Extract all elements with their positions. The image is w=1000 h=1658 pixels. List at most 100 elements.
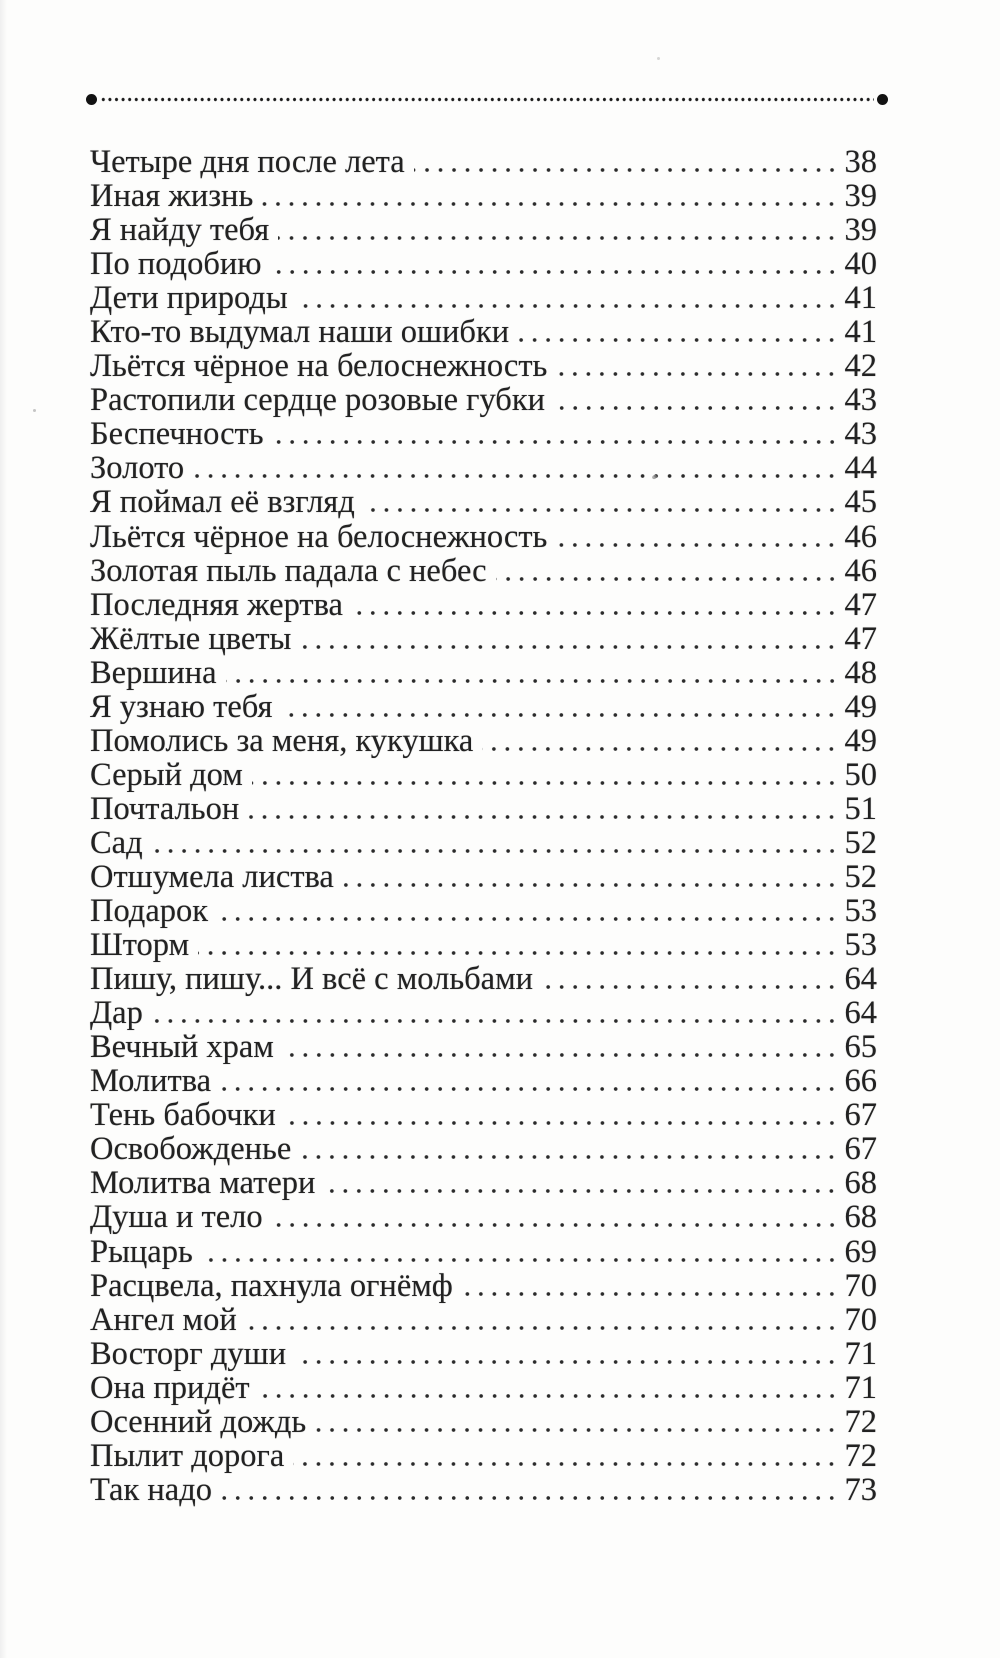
toc-entry-title: Помолись за меня, кукушка [90,722,474,759]
dot-leader [300,644,839,649]
dot-leader [262,202,839,207]
toc-entry: Помолись за меня, кукушка 49 [90,724,877,758]
toc-entry-page-number: 40 [844,246,878,283]
dot-leader [542,985,839,990]
toc-entry-title: Золото [90,450,185,487]
toc-entry-title: Ангел мой [90,1301,237,1338]
dot-leader [278,236,839,241]
toc-entry-page-number: 46 [844,552,878,589]
toc-entry: Растопили сердце розовые губки 43 [90,383,877,417]
toc-entry: Расцвела, пахнула огнёмф 70 [90,1267,878,1304]
dot-leader [482,746,839,751]
toc-entry: Четыре дня после лета 38 [90,145,877,179]
toc-entry-title: Кто-то выдумал наши ошибки [90,314,510,351]
toc-entry-page-number: 53 [844,893,878,930]
toc-entry-title: Осенний дождь [90,1403,307,1440]
toc-entry-title: Молитва [90,1063,212,1100]
toc-entry-page-number: 46 [844,518,878,555]
dot-leader [461,1291,839,1296]
toc-entry-page-number: 39 [844,212,878,249]
toc-entry-title: Восторг души [90,1335,287,1372]
toc-entry-page-number: 50 [844,756,878,793]
dot-leader [413,168,839,172]
dot-leader [270,270,839,275]
toc-entry-page-number: 52 [844,824,878,861]
toc-entry: Я поймал её взгляд 45 [90,485,877,519]
toc-entry-page-number: 39 [844,178,878,215]
dot-leader [251,780,839,785]
toc-entry: Серый дом 50 [90,758,877,792]
toc-entry-page-number: 45 [844,484,878,521]
toc-entry-title: Душа и тело [90,1199,263,1236]
dot-leader [342,882,839,887]
toc-entry-page-number: 48 [844,654,878,691]
dot-leader [225,678,839,683]
dot-leader [556,542,839,547]
table-of-contents: Четыре дня после лета 38 Иная жизнь 39 Я най… [90,145,877,1507]
toc-entry-title: Иная жизнь [90,178,254,215]
toc-entry-page-number: 41 [844,314,878,351]
toc-entry: Последняя жертва 47 [90,588,877,622]
toc-entry-title: Молитва матери [90,1165,316,1202]
dot-leader [293,1461,839,1466]
toc-entry: Рыцарь 69 [90,1233,877,1270]
toc-entry: Молитва матери 68 [90,1166,877,1200]
toc-entry-title: Тень бабочки [90,1097,276,1134]
scan-speck [33,409,36,412]
toc-entry-page-number: 51 [844,790,878,827]
toc-entry: Я найду тебя 39 [90,213,877,247]
toc-entry-title: Сад [90,824,143,861]
toc-entry-page-number: 71 [844,1335,878,1372]
toc-entry-page-number: 68 [844,1165,878,1202]
toc-entry-title: Дети природы [90,280,288,317]
dot-leader [554,406,839,411]
toc-entry-title: По подобию [90,246,262,283]
toc-entry-page-number: 71 [844,1369,878,1406]
toc-entry: Дети природы 41 [90,281,877,315]
toc-entry-page-number: 53 [844,927,878,964]
dot-leader [220,1087,839,1092]
toc-entry-title: Я найду тебя [90,212,270,249]
dot-leader [217,917,839,922]
toc-entry: Льётся чёрное на белоснежность 46 [90,518,878,555]
toc-entry-page-number: 47 [844,586,878,623]
toc-entry-page-number: 66 [844,1063,878,1100]
dot-leader [258,1393,839,1398]
toc-entry-page-number: 44 [844,450,878,487]
toc-entry-title: Почтальон [90,790,240,827]
toc-entry-title: Золотая пыль падала с небес [90,552,487,589]
dot-leader [201,1257,839,1262]
toc-entry-title: Последняя жертва [90,586,343,623]
dot-leader [284,1121,839,1126]
toc-entry: Сад 52 [90,826,877,860]
toc-entry: Подарок 53 [90,894,877,928]
dot-leader [271,1223,839,1228]
dot-leader [245,1325,839,1330]
dot-leader [300,1155,839,1160]
dot-leader [151,848,839,853]
toc-entry: Шторм 53 [90,928,877,962]
toc-entry-title: Четыре дня после лета [90,144,405,180]
dot-leader [248,814,839,819]
toc-entry: Осенний дождь 72 [90,1405,877,1439]
toc-entry-title: Освобожденье [90,1131,292,1168]
toc-entry: Вечный храм 65 [90,1030,877,1064]
scan-speck [657,57,660,60]
dot-leader [324,1189,839,1194]
toc-entry-page-number: 67 [844,1131,878,1168]
toc-entry-title: Льётся чёрное на белоснежность [90,348,548,385]
toc-entry-page-number: 49 [844,722,878,759]
toc-entry-title: Рыцарь [90,1233,193,1270]
toc-entry-page-number: 70 [844,1267,878,1304]
toc-entry-page-number: 72 [844,1403,878,1440]
rule-end-dot-left [86,93,97,105]
dot-leader [351,610,839,615]
dot-leader [295,1359,839,1364]
toc-entry-page-number: 49 [844,688,878,725]
toc-entry-page-number: 64 [844,961,878,998]
toc-entry: Она придёт 71 [90,1371,877,1405]
toc-entry-title: Дар [90,995,143,1032]
toc-entry-page-number: 68 [844,1199,878,1236]
toc-entry-page-number: 72 [844,1437,878,1474]
